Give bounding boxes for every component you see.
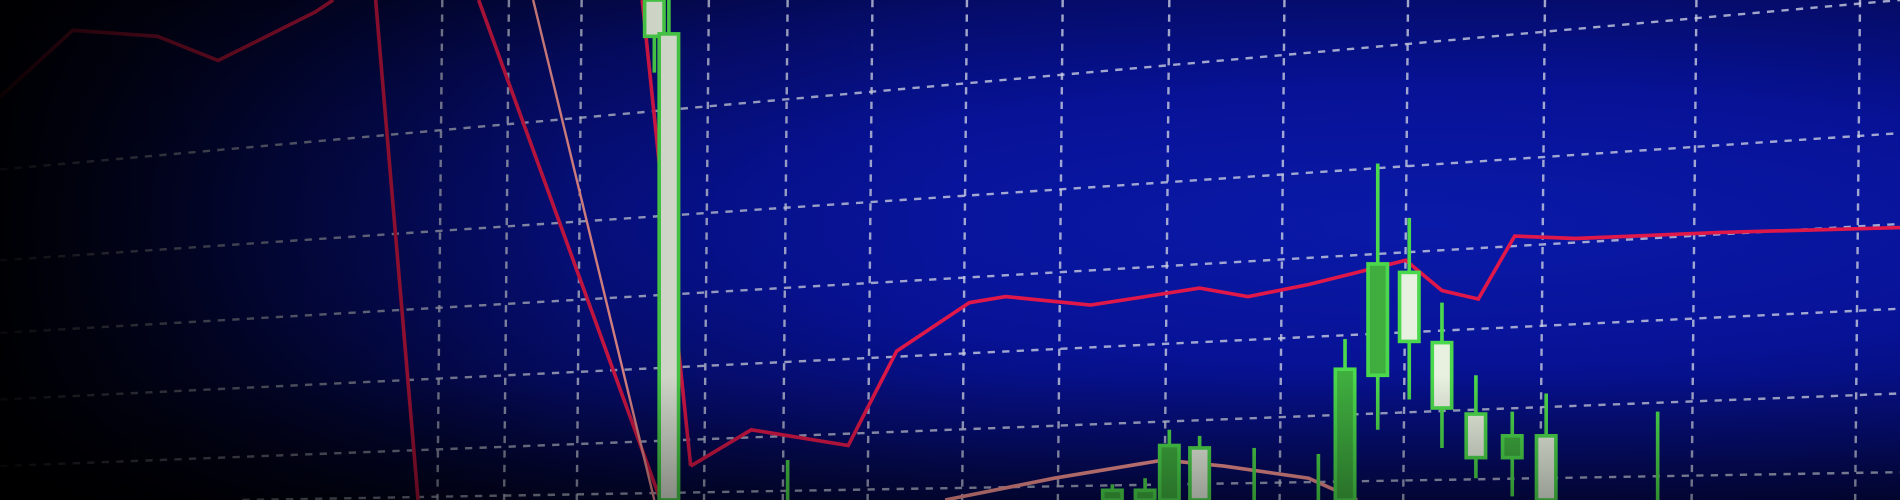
grid-line-vertical xyxy=(781,0,789,500)
candle xyxy=(1333,338,1357,500)
grid-line-vertical xyxy=(1401,0,1410,500)
candle xyxy=(1188,435,1212,500)
grid-line-vertical xyxy=(1853,0,1862,500)
price-line xyxy=(531,0,656,500)
candle-body xyxy=(1333,367,1357,500)
grid-line-vertical xyxy=(702,0,711,500)
candle xyxy=(1534,393,1558,500)
grid-line-vertical xyxy=(960,0,969,500)
moving-average-line xyxy=(689,225,1900,468)
grid-line-horizontal xyxy=(0,307,1900,401)
candle-body xyxy=(1100,488,1124,500)
candle xyxy=(1133,478,1157,500)
candle xyxy=(657,0,681,500)
candle xyxy=(1397,217,1421,400)
candle xyxy=(1430,302,1454,448)
candle-body xyxy=(1534,434,1558,500)
grid-line-vertical xyxy=(1538,0,1547,500)
grid-line-vertical xyxy=(866,0,874,500)
candle xyxy=(1366,163,1390,430)
candle-body xyxy=(1157,443,1181,500)
moving-average-line xyxy=(0,0,335,99)
candle-body xyxy=(1366,262,1390,378)
candle-body xyxy=(642,0,666,39)
candle-body xyxy=(657,32,681,500)
candle-body xyxy=(1464,412,1488,460)
candle-body xyxy=(1133,488,1157,500)
grid-line-vertical xyxy=(575,0,583,500)
grid-line-horizontal xyxy=(0,392,1900,468)
candle-body xyxy=(1397,270,1421,344)
grid-line-vertical xyxy=(1278,0,1286,500)
candle-body xyxy=(1188,446,1212,500)
grid-line-vertical xyxy=(1163,0,1171,500)
candle xyxy=(1157,429,1181,500)
candle xyxy=(1464,375,1488,479)
grid-line-vertical xyxy=(436,0,444,500)
candle-body xyxy=(1500,434,1524,460)
candle xyxy=(1500,411,1524,497)
candle-body xyxy=(1430,340,1454,410)
grid-line-vertical xyxy=(1690,0,1698,500)
price-line xyxy=(373,0,420,500)
